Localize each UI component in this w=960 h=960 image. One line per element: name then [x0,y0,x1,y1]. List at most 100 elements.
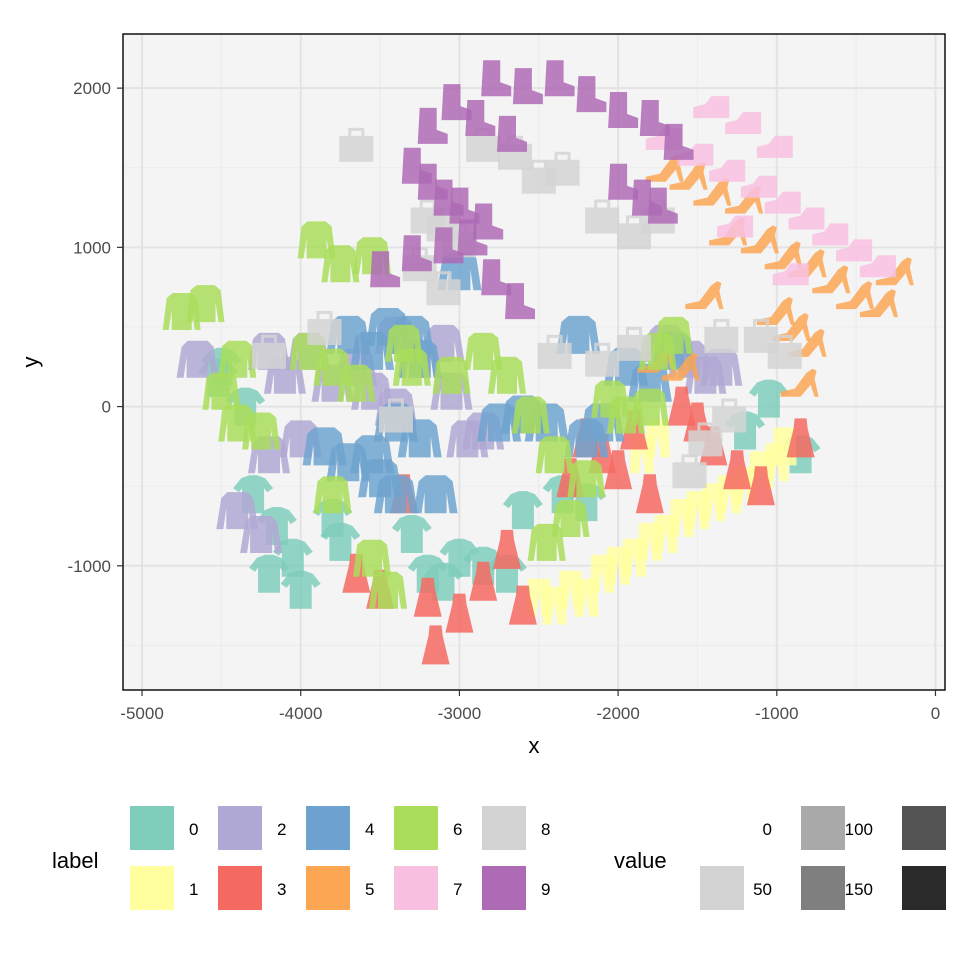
data-point-label-7 [772,263,809,286]
legend-swatch-label-2 [218,806,262,850]
data-point-label-9 [441,84,472,121]
data-point-label-0 [502,491,543,530]
data-point-label-3 [635,474,664,514]
legend-swatch-value [700,806,744,850]
data-point-label-7 [812,223,849,246]
data-point-label-1 [526,578,551,617]
data-point-label-6 [567,460,606,498]
data-point-label-8 [585,199,620,234]
data-point-label-7 [788,207,825,230]
data-point-label-1 [645,419,670,458]
data-point-label-5 [764,241,803,270]
data-point-label-7 [725,112,762,134]
legend-label-3: 3 [277,880,286,899]
data-point-label-5 [772,313,811,341]
label-legend-title: label [52,848,98,873]
data-point-label-8 [426,271,461,306]
data-point-label-6 [488,356,526,394]
data-point-label-5 [740,225,779,254]
legend-swatch-value [700,866,744,910]
data-point-label-3 [786,418,815,458]
data-point-label-6 [551,500,590,537]
data-point-label-7 [756,135,793,158]
data-point-label-0 [280,570,321,609]
legend-swatch-label-6 [394,806,438,850]
data-point-label-9 [433,227,464,264]
legend-label-2: 2 [277,820,286,839]
data-point-label-3 [493,529,521,569]
data-point-label-5 [669,161,708,190]
data-point-label-5 [756,297,795,325]
data-marks [162,60,914,665]
data-point-label-9 [576,76,607,113]
data-point-label-3 [723,450,752,490]
data-point-label-5 [859,289,898,318]
legend-label-8: 8 [541,820,550,839]
data-point-label-3 [604,450,633,490]
data-point-label-7 [717,215,754,238]
legend-swatch-label-4 [306,806,350,850]
data-point-label-6 [242,412,281,450]
data-point-label-5 [780,368,819,397]
legend-swatch-value [902,866,946,910]
data-point-label-9 [512,68,543,105]
data-point-label-6 [186,285,225,323]
data-point-label-9 [647,187,678,224]
data-point-label-8 [537,334,572,369]
data-point-label-9 [481,60,512,97]
x-tick-label: -2000 [596,704,639,723]
panel-border [122,33,946,691]
data-point-label-8 [339,127,374,162]
data-point-label-3 [746,466,775,506]
data-point-label-9 [465,100,496,136]
data-point-label-2 [176,340,219,378]
x-tick-label: -5000 [120,704,163,723]
legend-label-6: 6 [453,820,462,839]
data-point-label-6 [353,539,392,577]
legend-value-label: 150 [845,880,873,899]
label-legend: 0 1 2 3 4 5 6 7 8 9 [130,806,550,910]
data-point-label-8 [672,454,707,489]
data-point-label-9 [473,203,504,240]
legend-swatch-label-9 [482,866,526,910]
data-point-label-3 [508,585,537,625]
data-point-label-2 [700,348,743,386]
x-axis-title: x [529,733,540,758]
legend-value-label: 50 [753,880,772,899]
y-axis-title: y [18,357,43,368]
data-point-label-5 [812,265,851,294]
x-tick-label: -1000 [755,704,798,723]
legend-swatch-value [801,806,845,850]
data-point-label-5 [693,177,732,206]
data-point-label-4 [413,475,458,514]
data-point-label-9 [417,107,448,144]
data-point-label-4 [373,475,418,514]
data-point-label-7 [740,175,777,198]
data-point-label-6 [392,348,431,386]
data-point-label-6 [218,340,257,378]
y-tick-label: 1000 [73,238,111,257]
x-axis-ticks: -5000 -4000 -3000 -2000 -1000 0 [120,690,940,723]
data-point-label-9 [401,235,432,272]
data-point-label-9 [370,251,401,288]
data-point-label-5 [685,281,724,310]
legend-swatch-label-3 [218,866,262,910]
data-point-label-3 [413,577,442,617]
value-legend-title: value [614,848,667,873]
data-point-label-6 [464,332,503,370]
data-point-label-8 [704,318,739,353]
data-point-label-5 [661,352,700,381]
data-point-label-0 [439,538,480,577]
legend-swatch-label-1 [130,866,174,910]
data-point-label-0 [320,522,361,561]
legend-label-5: 5 [365,880,374,899]
y-axis-ticks: -1000 0 1000 2000 [68,79,123,576]
data-point-label-9 [608,92,639,128]
y-tick-label: 2000 [73,79,111,98]
data-point-label-8 [252,334,286,369]
data-point-label-7 [709,159,746,182]
data-point-label-7 [677,143,714,166]
data-point-label-8 [585,342,620,377]
data-point-label-0 [391,515,432,553]
